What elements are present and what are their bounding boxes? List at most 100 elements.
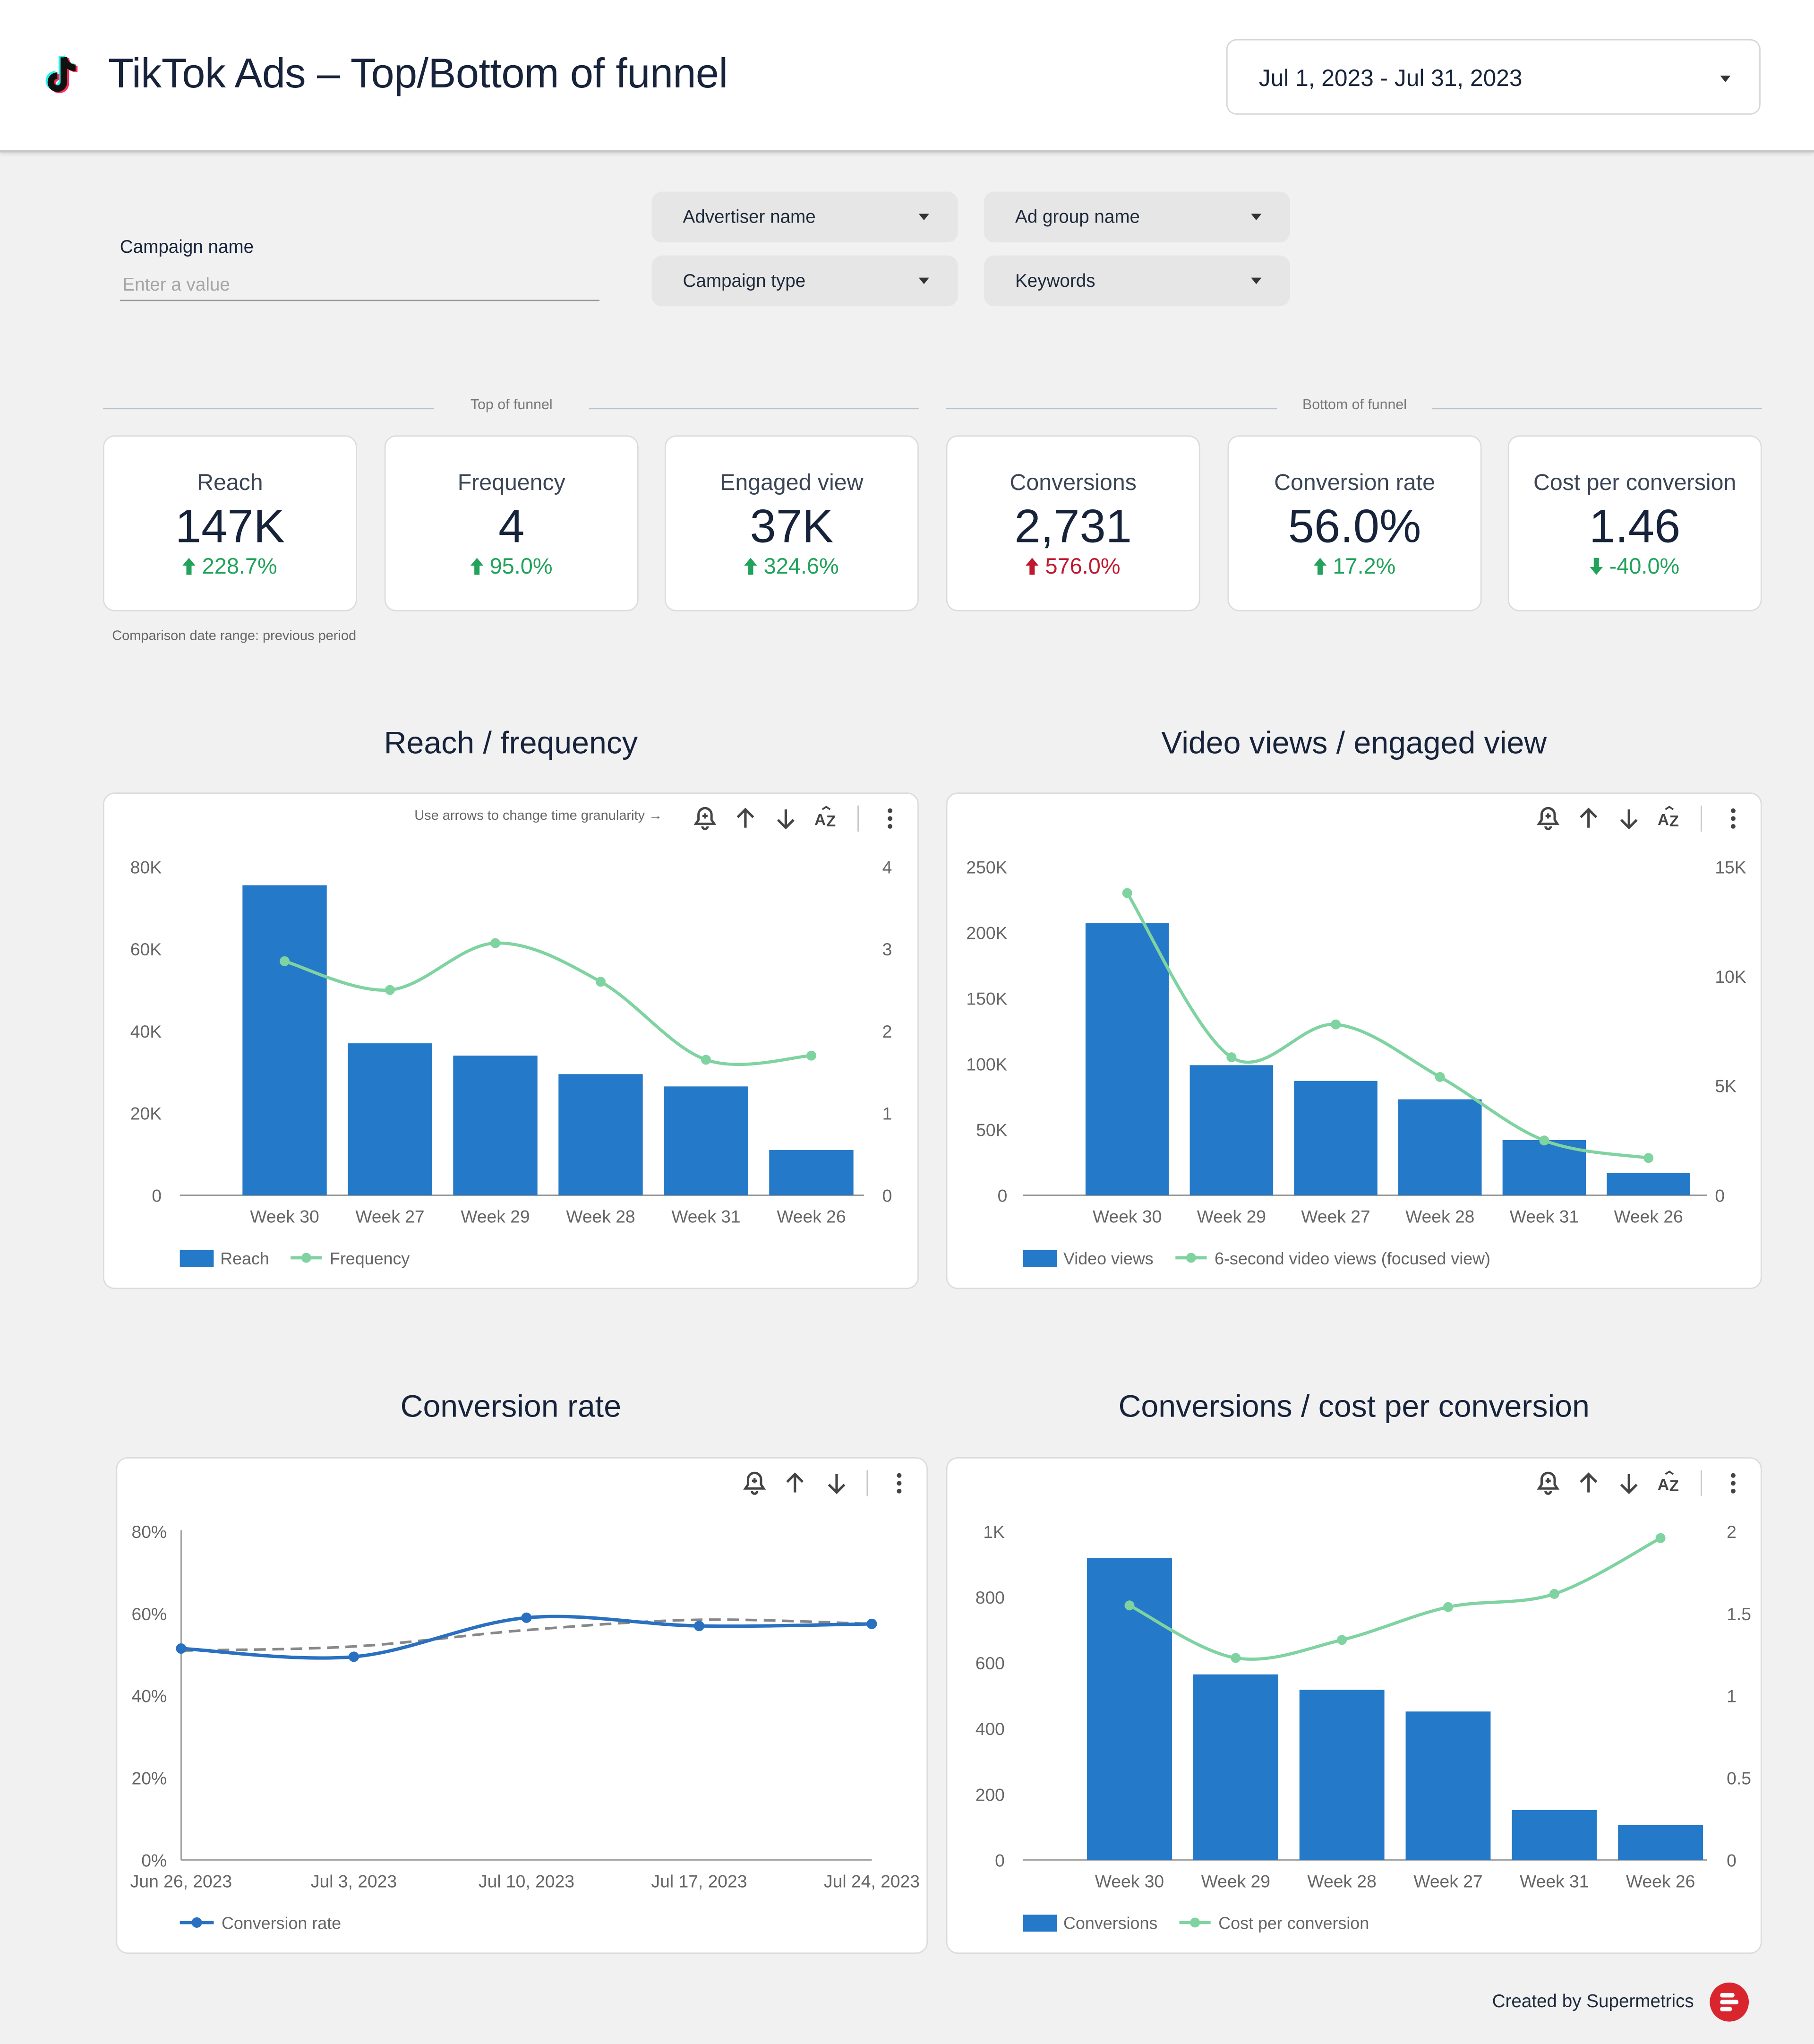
arrow-down-icon — [1590, 558, 1603, 575]
scorecard-conversions: Conversions 2,731 576.0% — [946, 435, 1200, 611]
chart-reach-frequency: 0 20K 40K 60K 80K 0 1 2 3 4 Week 30 Week 27 Week 29 W… — [130, 857, 892, 1268]
y-left-tick-label: 400 — [975, 1719, 1005, 1739]
line-point — [1231, 1653, 1241, 1663]
drill-up-icon[interactable] — [739, 1468, 770, 1499]
x-tick-label: Week 31 — [1510, 1207, 1579, 1227]
scorecard-value: 2,731 — [1014, 499, 1132, 553]
more-options-icon[interactable] — [883, 1468, 915, 1499]
legend-swatch-bar — [1023, 1915, 1057, 1932]
x-tick-label: Jul 17, 2023 — [651, 1871, 747, 1891]
toolbar-separator — [1700, 805, 1702, 832]
more-options-icon[interactable] — [1718, 803, 1749, 834]
scorecard-label: Conversions — [1010, 469, 1137, 496]
chart-title-reach-frequency: Reach / frequency — [384, 726, 638, 762]
campaign-name-input[interactable] — [120, 267, 599, 301]
bar — [1294, 1081, 1378, 1195]
y-left-tick-label: 80K — [130, 857, 162, 877]
y-right-tick-label: 1 — [1727, 1686, 1737, 1706]
chart-title-conversion-rate: Conversion rate — [400, 1389, 622, 1425]
granularity-hint: Use arrows to change time granularity → — [414, 808, 663, 824]
y-right-tick-label: 0 — [1727, 1850, 1737, 1870]
y-tick-label: 0% — [141, 1850, 167, 1870]
y-left-tick-label: 0 — [152, 1185, 162, 1205]
arrow-down-icon[interactable] — [770, 803, 801, 834]
legend-swatch-bar — [1023, 1250, 1057, 1267]
line-point — [1643, 1153, 1654, 1163]
date-range-picker[interactable]: Jul 1, 2023 - Jul 31, 2023 — [1226, 39, 1761, 115]
more-options-icon[interactable] — [1718, 1468, 1749, 1499]
scorecard-delta: 17.2% — [1229, 554, 1480, 580]
y-right-tick-label: 0 — [1715, 1185, 1725, 1205]
y-left-tick-label: 20K — [130, 1104, 162, 1124]
svg-text:Z: Z — [1669, 1477, 1679, 1495]
supermetrics-logo-icon — [1710, 1982, 1749, 2022]
bar — [348, 1043, 432, 1195]
x-tick-label: Week 28 — [1405, 1207, 1474, 1227]
arrow-up-icon — [1313, 558, 1327, 575]
y-right-tick-label: 1 — [882, 1104, 892, 1124]
section-divider — [103, 408, 434, 410]
drill-up-icon[interactable] — [689, 803, 720, 834]
y-left-tick-label: 40K — [130, 1022, 162, 1041]
keywords-dropdown[interactable]: Keywords — [984, 255, 1291, 307]
scorecard-delta: 228.7% — [104, 554, 356, 580]
top-of-funnel-label: Top of funnel — [470, 397, 553, 413]
line-point — [806, 1050, 816, 1061]
y-tick-label: 80% — [132, 1522, 167, 1542]
drill-up-icon[interactable] — [1532, 803, 1564, 834]
scorecard-reach: Reach 147K 228.7% — [103, 435, 357, 611]
arrow-up-icon[interactable] — [730, 803, 761, 834]
y-right-tick-label: 0 — [882, 1185, 892, 1205]
toolbar-separator — [857, 805, 859, 832]
legend-swatch-point — [301, 1253, 311, 1263]
bar — [1193, 1674, 1278, 1860]
section-divider — [946, 408, 1277, 410]
drill-up-icon[interactable] — [1532, 1468, 1564, 1499]
y-right-tick-label: 4 — [882, 857, 892, 877]
scorecard-frequency: Frequency 4 95.0% — [384, 435, 639, 611]
x-tick-label: Week 28 — [1308, 1871, 1377, 1891]
y-right-tick-label: 3 — [882, 939, 892, 959]
scorecard-label: Conversion rate — [1274, 469, 1435, 496]
series-line — [284, 941, 812, 1066]
arrow-up-icon[interactable] — [1573, 803, 1604, 834]
line-point — [1226, 1052, 1237, 1063]
chevron-down-icon — [918, 277, 929, 284]
arrow-up-icon[interactable] — [1573, 1468, 1604, 1499]
line-point — [701, 1055, 711, 1065]
y-left-tick-label: 600 — [975, 1653, 1005, 1673]
arrow-up-icon[interactable] — [779, 1468, 811, 1499]
chevron-down-icon — [1720, 75, 1731, 82]
arrow-down-icon[interactable] — [1613, 1468, 1644, 1499]
chart-conversions-cost: 0 200 400 600 800 1K 0 0.5 1 1.5 2 Week 30 Week 29 We… — [975, 1522, 1751, 1933]
arrow-down-icon[interactable] — [1613, 803, 1644, 834]
legend-swatch-bar — [180, 1250, 214, 1267]
scorecard-value: 1.46 — [1589, 499, 1681, 553]
y-left-tick-label: 200K — [966, 923, 1007, 943]
credit-text: Created by Supermetrics — [1492, 1990, 1694, 2011]
dropdown-label: Campaign type — [683, 270, 806, 291]
line-point — [693, 1621, 705, 1632]
bar — [769, 1150, 854, 1195]
y-right-tick-label: 5K — [1715, 1076, 1737, 1096]
line-point — [1655, 1533, 1666, 1543]
arrow-down-icon[interactable] — [821, 1468, 852, 1499]
section-divider — [1432, 408, 1762, 410]
ad-group-name-dropdown[interactable]: Ad group name — [984, 191, 1291, 243]
legend-swatch-point — [1186, 1253, 1196, 1263]
legend-label: Cost per conversion — [1218, 1914, 1369, 1933]
advertiser-name-dropdown[interactable]: Advertiser name — [651, 191, 958, 243]
y-left-tick-label: 200 — [975, 1785, 1005, 1804]
line-point — [280, 956, 290, 966]
toolbar-separator — [866, 1470, 868, 1496]
campaign-type-dropdown[interactable]: Campaign type — [651, 255, 958, 307]
x-tick-label: Week 26 — [1626, 1871, 1695, 1891]
more-options-icon[interactable] — [874, 803, 906, 834]
y-right-tick-label: 1.5 — [1727, 1604, 1751, 1624]
header-bar: TikTok Ads – Top/Bottom of funnel Jul 1,… — [0, 0, 1814, 153]
